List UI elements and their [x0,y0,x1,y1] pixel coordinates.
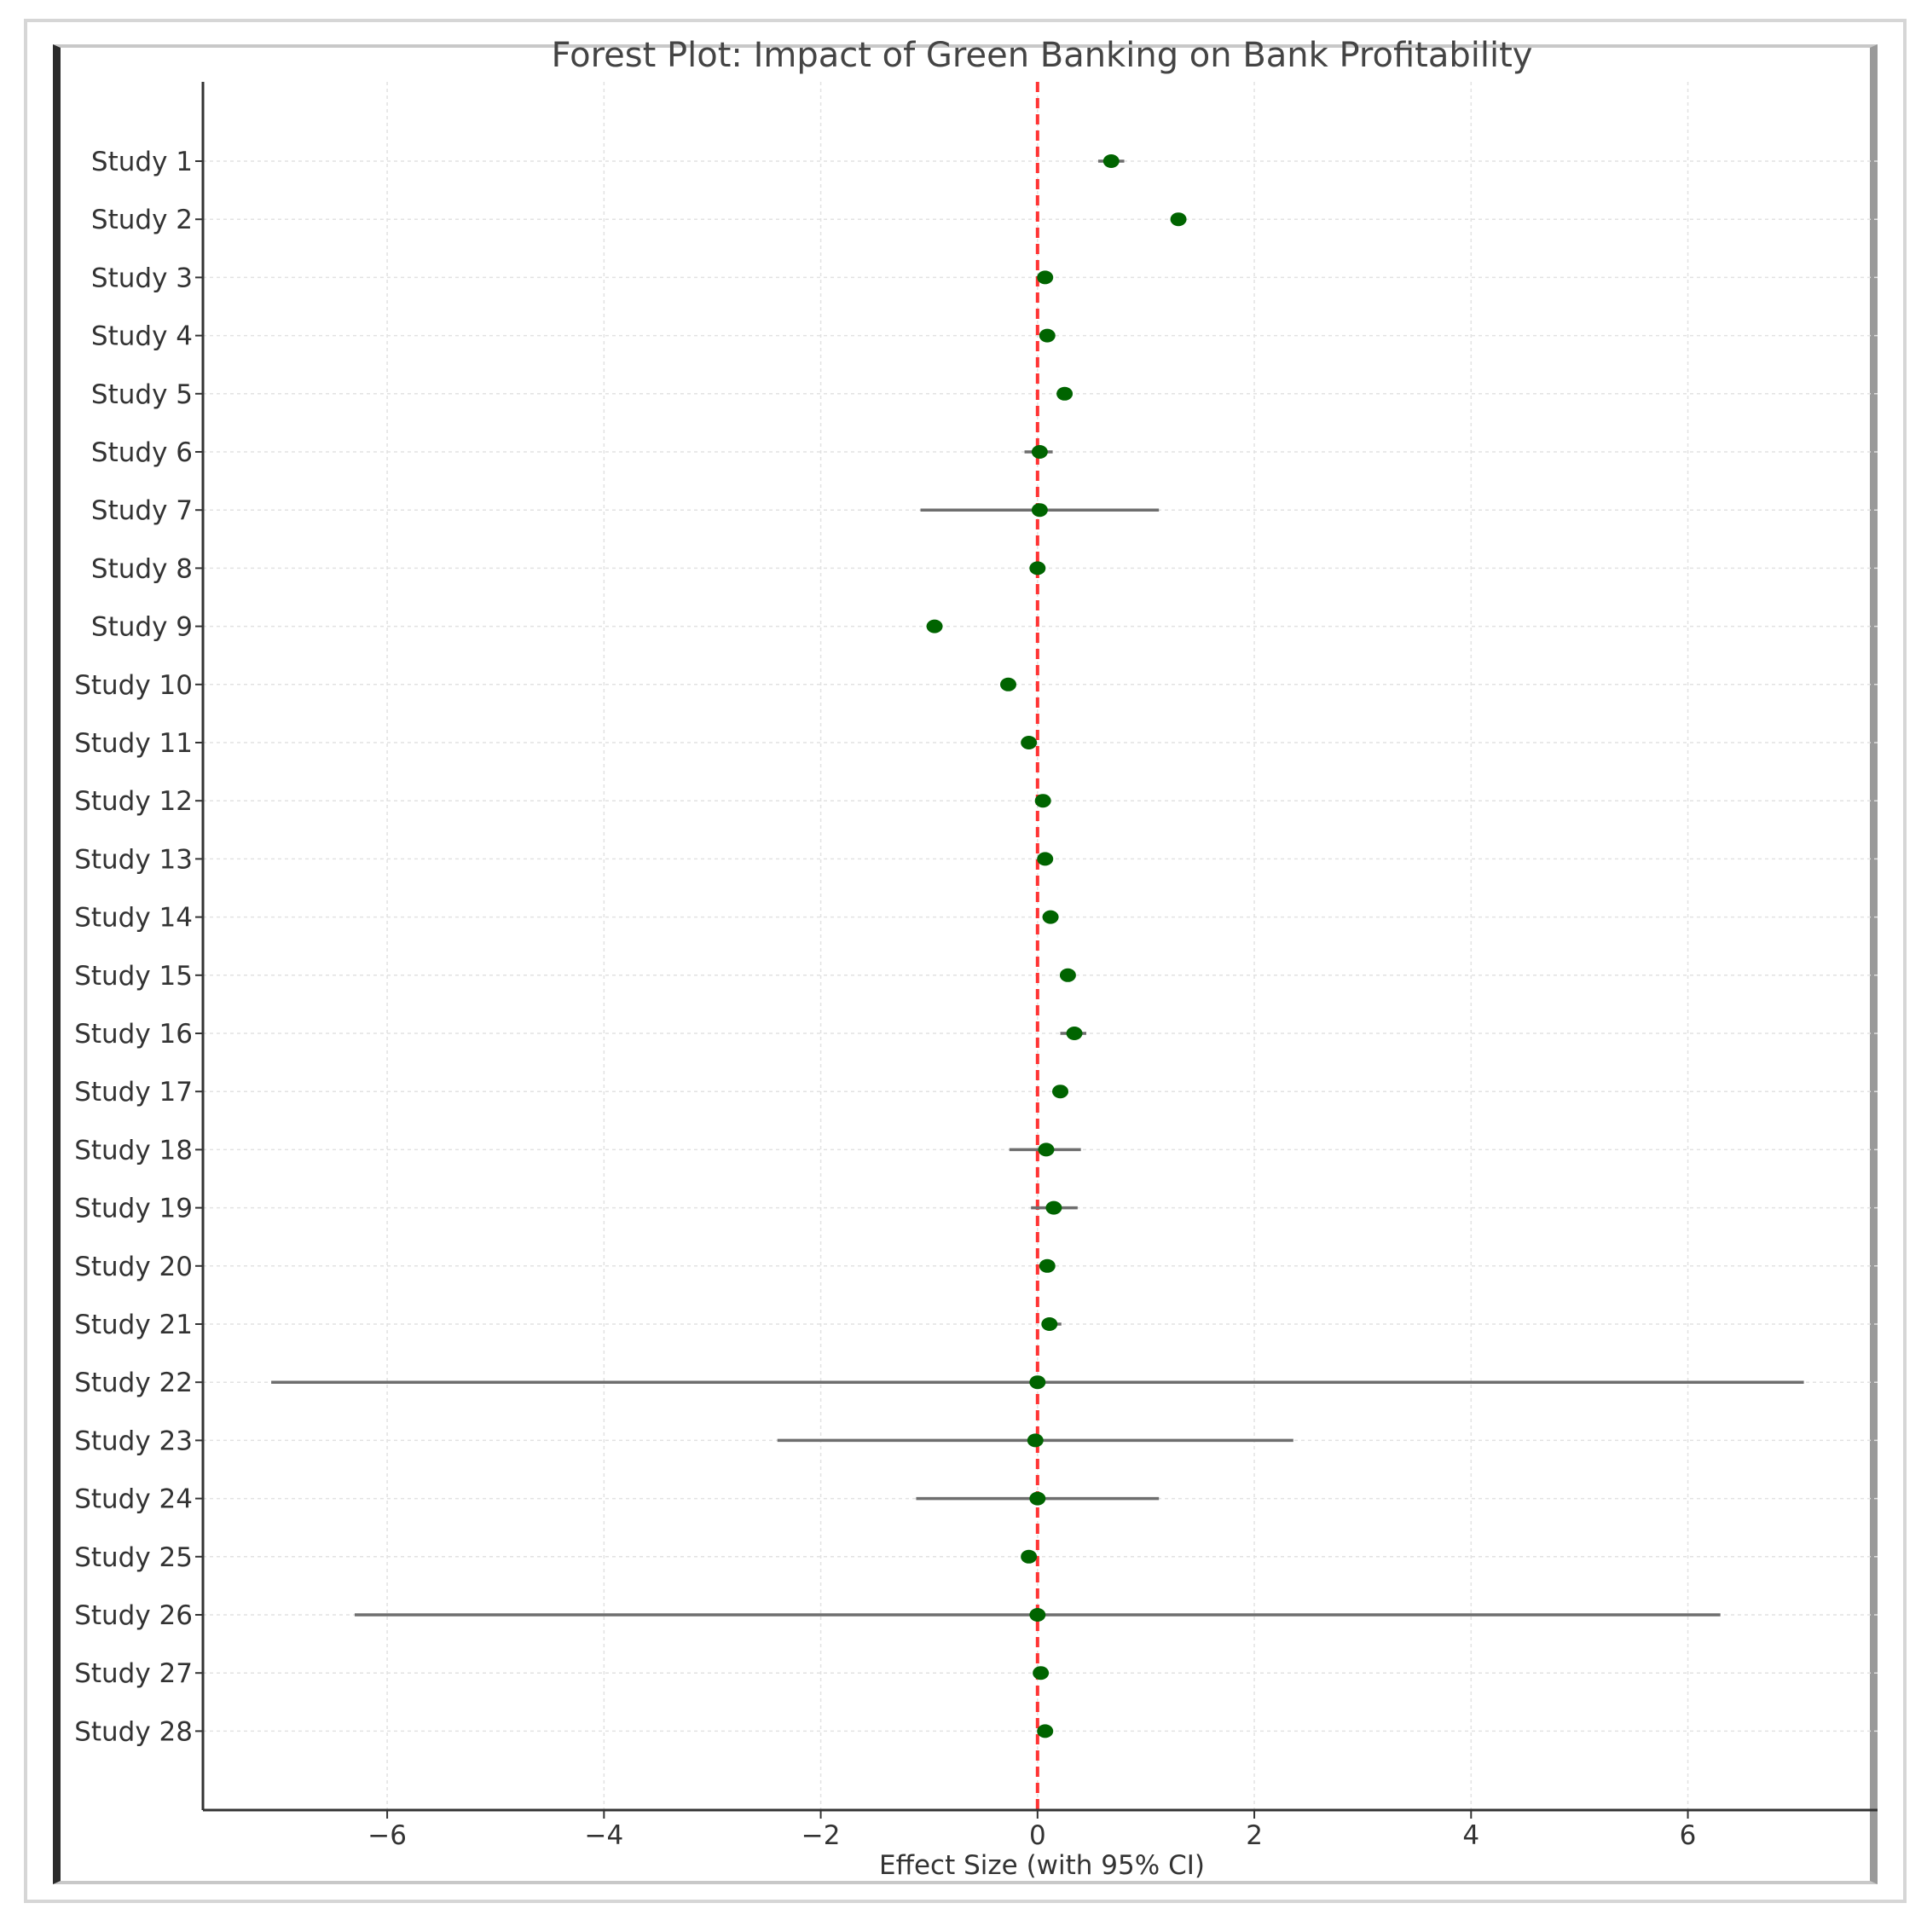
axes-layer [201,82,1878,1812]
study-label: Study 3 [91,263,193,293]
study-label: Study 13 [74,844,193,875]
study-label: Study 28 [74,1716,193,1747]
effect-point [1052,1085,1069,1099]
study-label: Study 5 [91,379,193,410]
study-label: Study 21 [74,1310,193,1340]
effect-point [1031,445,1048,459]
study-label: Study 2 [91,205,193,235]
effect-point [1034,794,1051,808]
x-tick-label: −6 [367,1820,407,1851]
study-label: Study 24 [74,1484,193,1515]
effect-point [1029,1491,1046,1506]
x-tick-label: 4 [1462,1820,1479,1851]
study-label: Study 23 [74,1426,193,1456]
effect-point [1037,1724,1054,1738]
grid-layer [203,82,1878,1810]
effect-point [1170,212,1187,227]
study-label: Study 9 [91,612,193,643]
study-label: Study 11 [74,728,193,759]
study-label: Study 15 [74,961,193,992]
x-tick-label: 0 [1029,1820,1046,1851]
effect-point [1045,1200,1062,1215]
effect-point [1066,1027,1083,1040]
study-label: Study 27 [74,1658,193,1689]
study-label: Study 14 [74,903,193,934]
effect-point [1056,386,1073,401]
x-axis-label: Effect Size (with 95% CI) [879,1850,1205,1881]
effect-point [1021,736,1038,749]
study-label: Study 8 [91,553,193,584]
effect-point [1027,1433,1044,1448]
study-label: Study 22 [74,1368,193,1398]
study-label: Study 19 [74,1194,193,1224]
effect-point [1021,1549,1038,1564]
effect-point [1039,1258,1056,1273]
effect-point [1029,1375,1046,1390]
y-tick-labels: Study 1 Study 2 Study 3 Study 4 Study 5 Study… [74,147,203,1747]
study-label: Study 17 [74,1077,193,1108]
study-label: Study 16 [74,1019,193,1050]
study-label: Study 1 [91,147,193,177]
study-label: Study 25 [74,1542,193,1573]
chart-title: Forest Plot: Impact of Green Banking on … [552,36,1533,75]
study-label: Study 6 [91,437,193,468]
effect-point [1029,561,1046,576]
effect-point [999,677,1016,691]
point-layer [926,154,1187,1738]
effect-point [1037,270,1054,285]
effect-point [1059,968,1076,982]
x-tick-labels: −6 −4 −2 0 2 4 6 [367,1810,1696,1851]
effect-point [1038,1142,1055,1157]
effect-point [1033,1666,1050,1680]
study-label: Study 4 [91,321,193,352]
x-tick-label: 2 [1246,1820,1263,1851]
effect-point [1031,503,1048,518]
effect-point [1029,1608,1046,1622]
x-tick-label: 6 [1680,1820,1697,1851]
inner-frame [53,44,1878,1884]
effect-point [1042,910,1059,924]
outer-frame [24,19,1907,1903]
study-label: Study 26 [74,1600,193,1631]
study-label: Study 7 [91,495,193,526]
effect-point [1039,328,1056,343]
effect-point [1037,852,1054,866]
effect-point [926,619,943,633]
x-tick-label: −4 [584,1820,623,1851]
study-label: Study 18 [74,1135,193,1166]
study-label: Study 12 [74,786,193,817]
study-label: Study 20 [74,1252,193,1282]
effect-point [1041,1317,1058,1331]
effect-point [1102,154,1120,168]
x-tick-label: −2 [801,1820,841,1851]
study-label: Study 10 [74,670,193,701]
